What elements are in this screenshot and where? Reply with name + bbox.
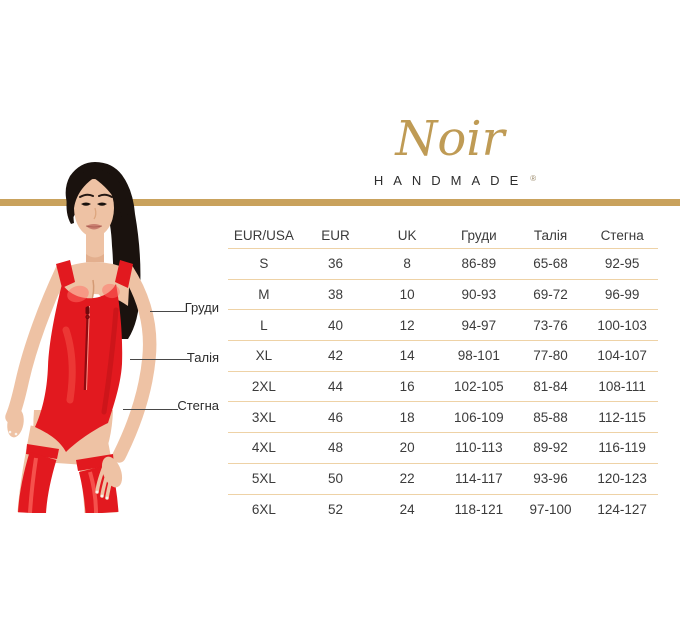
table-cell: 81-84 <box>533 379 568 395</box>
table-cell: 97-100 <box>529 501 572 517</box>
table-cell: 114-117 <box>455 471 503 487</box>
table-cell: 10 <box>399 287 415 303</box>
brand-logo-script: Noir <box>395 111 505 167</box>
table-cell: 16 <box>399 379 415 395</box>
header-cell: Груди <box>461 227 497 243</box>
header-cell: EUR <box>321 227 350 243</box>
table-row: 2XL 44 16 102-105 81-84 108-111 <box>228 372 658 403</box>
pointer-line-waist <box>130 359 190 360</box>
table-cell: 102-105 <box>454 379 504 395</box>
pointer-line-chest <box>150 311 187 312</box>
size-table-body: S 36 8 86-89 65-68 92-95 M 38 10 90-93 69-72 96-99 L… <box>228 249 658 524</box>
table-cell: 93-96 <box>533 471 568 487</box>
header-cell: UK <box>397 227 417 243</box>
header-cell: Стегна <box>600 227 644 243</box>
table-row: 4XL 48 20 110-113 89-92 116-119 <box>228 433 658 464</box>
size-table: EUR/USA EUR UK Груди Талія Стегна S 36 8 86-89 65… <box>228 222 658 524</box>
table-cell: 92-95 <box>604 256 640 272</box>
brand-logo-subtitle-text: HANDMADE <box>373 173 529 188</box>
model-face <box>74 179 114 237</box>
size-table-header: EUR/USA EUR UK Груди Талія Стегна <box>228 222 658 249</box>
table-cell: 108-111 <box>598 379 646 395</box>
gold-divider-bar <box>0 199 680 206</box>
table-row: 5XL 50 22 114-117 93-96 120-123 <box>228 464 658 495</box>
table-cell: 3XL <box>251 409 276 425</box>
table-cell: 77-80 <box>533 348 568 364</box>
table-cell: 14 <box>399 348 415 364</box>
table-cell: 40 <box>327 317 343 333</box>
model-photo <box>5 162 157 513</box>
table-cell: L <box>260 317 268 333</box>
table-cell: 106-109 <box>454 409 504 425</box>
measurement-label-hips: Стегна <box>177 398 219 413</box>
table-cell: 42 <box>327 348 343 364</box>
table-cell: 18 <box>399 409 415 425</box>
table-cell: 73-76 <box>533 317 568 333</box>
registered-trademark-symbol: ® <box>530 174 537 183</box>
table-row: M 38 10 90-93 69-72 96-99 <box>228 280 658 311</box>
measurement-label-waist: Талія <box>186 350 219 365</box>
table-cell: 100-103 <box>597 317 647 333</box>
table-cell: 65-68 <box>533 256 568 272</box>
table-cell: 124-127 <box>597 501 647 517</box>
table-row: L 40 12 94-97 73-76 100-103 <box>228 310 658 342</box>
table-cell: 69-72 <box>533 287 568 303</box>
table-cell: 110-113 <box>455 440 503 456</box>
table-cell: 20 <box>399 440 415 456</box>
brand-logo-subtitle: HANDMADE ® <box>320 173 580 188</box>
table-row: 6XL 52 24 118-121 97-100 124-127 <box>228 495 658 525</box>
table-cell: 86-89 <box>461 256 497 272</box>
table-cell: 52 <box>327 501 343 517</box>
red-stockings <box>18 444 119 513</box>
table-cell: 24 <box>399 501 415 517</box>
table-cell: 46 <box>327 409 343 425</box>
red-bodysuit <box>35 260 133 452</box>
table-cell: 36 <box>327 256 343 272</box>
table-cell: 98-101 <box>457 348 500 364</box>
table-cell: 8 <box>403 256 411 272</box>
table-cell: 94-97 <box>461 317 497 333</box>
table-cell: 6XL <box>251 501 276 517</box>
table-cell: 50 <box>327 471 343 487</box>
table-cell: 112-115 <box>598 409 646 425</box>
table-cell: 85-88 <box>533 409 568 425</box>
table-row: XL 42 14 98-101 77-80 104-107 <box>228 341 658 372</box>
header-cell: Талія <box>533 227 568 243</box>
table-cell: 96-99 <box>604 287 640 303</box>
table-cell: 89-92 <box>533 440 568 456</box>
table-cell: 5XL <box>251 471 276 487</box>
table-row: 3XL 46 18 106-109 85-88 112-115 <box>228 402 658 434</box>
table-cell: 12 <box>399 317 415 333</box>
pointer-line-hips <box>123 409 178 410</box>
measurement-label-chest: Груди <box>184 300 219 315</box>
table-cell: 48 <box>327 440 343 456</box>
table-cell: M <box>258 287 270 303</box>
table-cell: 4XL <box>251 440 276 456</box>
table-cell: 44 <box>327 379 343 395</box>
table-cell: 22 <box>399 471 415 487</box>
table-cell: 2XL <box>251 379 276 395</box>
table-cell: XL <box>255 348 273 364</box>
table-cell: 118-121 <box>454 501 504 517</box>
table-cell: 116-119 <box>598 440 646 456</box>
table-cell: S <box>259 256 269 272</box>
table-cell: 120-123 <box>597 471 647 487</box>
header-cell: EUR/USA <box>233 227 294 243</box>
table-row: S 36 8 86-89 65-68 92-95 <box>228 249 658 280</box>
table-cell: 38 <box>327 287 343 303</box>
table-cell: 104-107 <box>597 348 647 364</box>
table-cell: 90-93 <box>461 287 497 303</box>
